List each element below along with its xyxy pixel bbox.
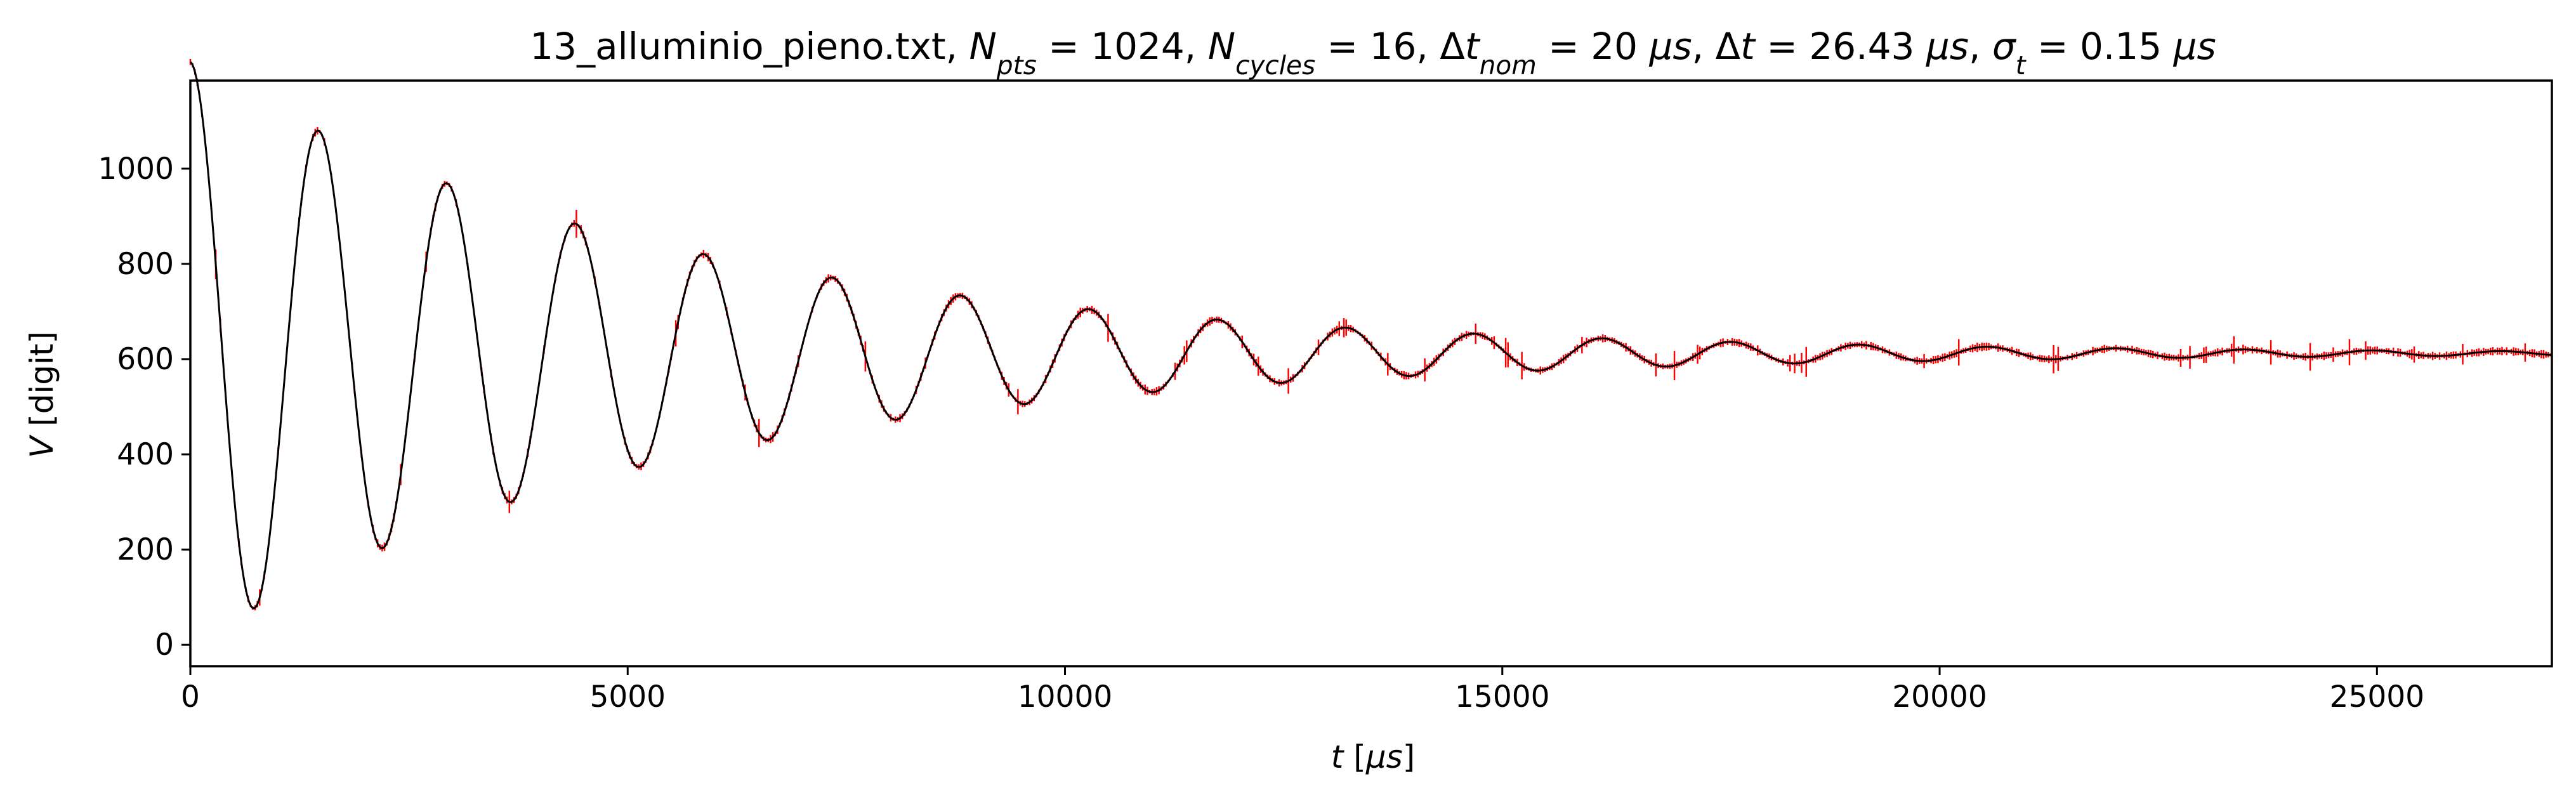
- title-run-2: pts: [996, 50, 1037, 81]
- title-run-7: t: [1465, 25, 1481, 68]
- title-run-0: 13_alluminio_pieno.txt,: [530, 25, 969, 68]
- title-run-9: = 20: [1537, 25, 1650, 68]
- x-tick-label: 10000: [1018, 680, 1113, 714]
- title-run-4: N: [1208, 25, 1235, 68]
- plot-frame: [189, 79, 2553, 667]
- title-run-13: = 26.43: [1755, 25, 1926, 68]
- x-tick-label: 0: [181, 680, 200, 714]
- plot-area: [189, 58, 2553, 667]
- title-run-11: , Δ: [1692, 25, 1741, 68]
- x-tick-label: 20000: [1892, 680, 1987, 714]
- x-tick-label: 15000: [1455, 680, 1550, 714]
- title-run-10: μs: [1648, 25, 1692, 68]
- title-run-18: = 0.15: [2026, 25, 2174, 68]
- xlabel-run-0: t: [1331, 739, 1345, 775]
- xlabel-run-2: μs: [1365, 739, 1403, 775]
- title-run-1: N: [969, 25, 997, 68]
- x-axis-label: t [μs]: [1331, 739, 1415, 775]
- xlabel-run-3: ]: [1403, 739, 1416, 775]
- title-run-19: μs: [2173, 25, 2216, 68]
- ylabel-run-1: [digit]: [23, 331, 60, 437]
- xlabel-run-1: [: [1343, 739, 1365, 775]
- x-tick-label: 5000: [589, 680, 666, 714]
- title-run-8: nom: [1480, 50, 1537, 81]
- title-run-6: = 16, Δ: [1315, 25, 1465, 68]
- x-tick-label: 25000: [2330, 680, 2425, 714]
- error-bars: [189, 58, 2552, 610]
- y-tick-label: 0: [155, 628, 174, 662]
- title-run-5: cycles: [1235, 50, 1315, 81]
- y-tick-label: 600: [117, 342, 174, 377]
- title-run-17: t: [2016, 50, 2027, 81]
- y-tick-label: 800: [117, 247, 174, 282]
- y-axis-ticks: 0 200 400 600 800 1000: [98, 152, 190, 662]
- chart-title: 13_alluminio_pieno.txt, Npts = 1024, Ncy…: [530, 25, 2216, 81]
- series-fit-line: [190, 61, 2553, 610]
- ylabel-run-0: V: [23, 434, 60, 458]
- y-axis-label: V [digit]: [23, 331, 60, 458]
- y-tick-label: 400: [117, 437, 174, 472]
- title-run-12: t: [1740, 25, 1756, 68]
- title-run-14: μs: [1926, 25, 1969, 68]
- x-axis-ticks: 0 5000 10000 15000 20000 25000: [181, 666, 2424, 714]
- y-tick-label: 200: [117, 532, 174, 567]
- title-run-15: ,: [1969, 25, 1992, 68]
- title-run-3: = 1024,: [1037, 25, 1208, 68]
- y-tick-label: 1000: [98, 152, 174, 187]
- title-run-16: σ: [1992, 25, 2017, 68]
